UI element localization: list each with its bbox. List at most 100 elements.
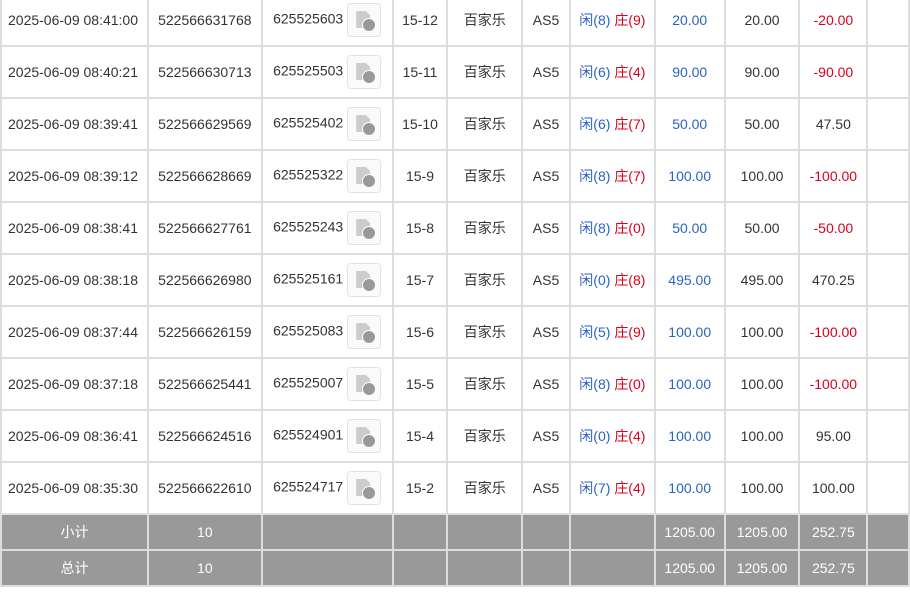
bet-amount: 100.00 [653, 461, 726, 515]
empty-cell [521, 549, 571, 587]
bet-amount: 100.00 [653, 305, 726, 359]
game-name: 百家乐 [446, 357, 524, 411]
video-replay-icon[interactable] [347, 159, 382, 193]
banker-score: 庄(0) [614, 220, 646, 236]
round: 15-2 [391, 461, 449, 515]
game-id-cell: 625524717 [260, 461, 394, 515]
game-name: 百家乐 [446, 461, 524, 515]
player-score: 闲(8) [579, 220, 611, 236]
video-replay-icon[interactable] [347, 263, 382, 297]
banker-score: 庄(4) [614, 64, 646, 80]
empty-cell [866, 357, 910, 411]
empty-cell [446, 549, 524, 587]
table-row: 2025-06-09 08:39:41 522566629569 6255254… [0, 97, 910, 151]
total-row: 总计 10 1205.00 1205.00 252.75 [0, 549, 910, 587]
valid-amount: 100.00 [723, 149, 801, 203]
bet-records-table: 2025-06-09 08:41:00 522566631768 6255256… [0, 0, 910, 587]
game-id-cell: 625524901 [260, 409, 394, 463]
game-id-cell: 625525083 [260, 305, 394, 359]
empty-cell [866, 513, 910, 551]
video-replay-icon[interactable] [347, 471, 382, 505]
win-loss: -100.00 [798, 305, 869, 359]
bet-id: 522566628669 [146, 149, 263, 203]
table-row: 2025-06-09 08:39:12 522566628669 6255253… [0, 149, 910, 203]
round: 15-10 [391, 97, 449, 151]
empty-cell [866, 549, 910, 587]
valid-amount: 100.00 [723, 461, 801, 515]
bet-id: 522566624516 [146, 409, 263, 463]
table-row: 2025-06-09 08:36:41 522566624516 6255249… [0, 409, 910, 463]
bet-time: 2025-06-09 08:39:12 [0, 149, 149, 203]
empty-cell [568, 513, 656, 551]
empty-cell [446, 513, 524, 551]
banker-score: 庄(9) [614, 12, 646, 28]
bet-time: 2025-06-09 08:40:21 [0, 45, 149, 99]
player-score: 闲(8) [579, 376, 611, 392]
total-valid: 1205.00 [723, 549, 801, 587]
subtotal-result: 252.75 [798, 513, 869, 551]
game-id: 625525603 [273, 10, 344, 27]
bet-amount: 100.00 [653, 149, 726, 203]
win-loss: 95.00 [798, 409, 869, 463]
player-score: 闲(5) [579, 324, 611, 340]
round: 15-12 [391, 0, 449, 47]
bet-time: 2025-06-09 08:41:00 [0, 0, 149, 47]
table-row: 2025-06-09 08:38:41 522566627761 6255252… [0, 201, 910, 255]
empty-cell [866, 305, 910, 359]
video-replay-icon[interactable] [347, 367, 382, 401]
empty-cell [866, 409, 910, 463]
game-id-cell: 625525243 [260, 201, 394, 255]
game-id: 625525243 [273, 218, 344, 235]
valid-amount: 100.00 [723, 357, 801, 411]
bet-amount: 495.00 [653, 253, 726, 307]
table-name: AS5 [521, 461, 571, 515]
banker-score: 庄(9) [614, 324, 646, 340]
empty-cell [260, 549, 394, 587]
bet-id: 522566631768 [146, 0, 263, 47]
valid-amount: 20.00 [723, 0, 801, 47]
video-replay-icon[interactable] [347, 419, 382, 453]
video-replay-icon[interactable] [347, 315, 382, 349]
video-replay-icon[interactable] [347, 211, 382, 245]
empty-cell [866, 97, 910, 151]
subtotal-valid: 1205.00 [723, 513, 801, 551]
table-name: AS5 [521, 357, 571, 411]
result-cards: 闲(7) 庄(4) [568, 461, 656, 515]
bet-id: 522566626980 [146, 253, 263, 307]
game-name: 百家乐 [446, 45, 524, 99]
result-cards: 闲(5) 庄(9) [568, 305, 656, 359]
total-result: 252.75 [798, 549, 869, 587]
bet-amount: 90.00 [653, 45, 726, 99]
bet-time: 2025-06-09 08:37:18 [0, 357, 149, 411]
table-row: 2025-06-09 08:41:00 522566631768 6255256… [0, 0, 910, 47]
valid-amount: 100.00 [723, 305, 801, 359]
bet-id: 522566627761 [146, 201, 263, 255]
round: 15-8 [391, 201, 449, 255]
result-cards: 闲(0) 庄(8) [568, 253, 656, 307]
video-replay-icon[interactable] [347, 55, 382, 89]
bet-time: 2025-06-09 08:37:44 [0, 305, 149, 359]
game-name: 百家乐 [446, 253, 524, 307]
bet-id: 522566626159 [146, 305, 263, 359]
result-cards: 闲(0) 庄(4) [568, 409, 656, 463]
game-id-cell: 625525007 [260, 357, 394, 411]
win-loss: 470.25 [798, 253, 869, 307]
result-cards: 闲(6) 庄(7) [568, 97, 656, 151]
bet-amount: 50.00 [653, 201, 726, 255]
round: 15-5 [391, 357, 449, 411]
empty-cell [521, 513, 571, 551]
player-score: 闲(6) [579, 116, 611, 132]
bet-amount: 100.00 [653, 357, 726, 411]
result-cards: 闲(8) 庄(9) [568, 0, 656, 47]
player-score: 闲(8) [579, 168, 611, 184]
subtotal-label: 小计 [0, 513, 149, 551]
video-replay-icon[interactable] [347, 107, 382, 141]
table-name: AS5 [521, 253, 571, 307]
table-name: AS5 [521, 97, 571, 151]
empty-cell [866, 461, 910, 515]
video-replay-icon[interactable] [347, 3, 382, 37]
banker-score: 庄(7) [614, 116, 646, 132]
round: 15-7 [391, 253, 449, 307]
subtotal-row: 小计 10 1205.00 1205.00 252.75 [0, 513, 910, 551]
game-id: 625525161 [273, 270, 344, 287]
